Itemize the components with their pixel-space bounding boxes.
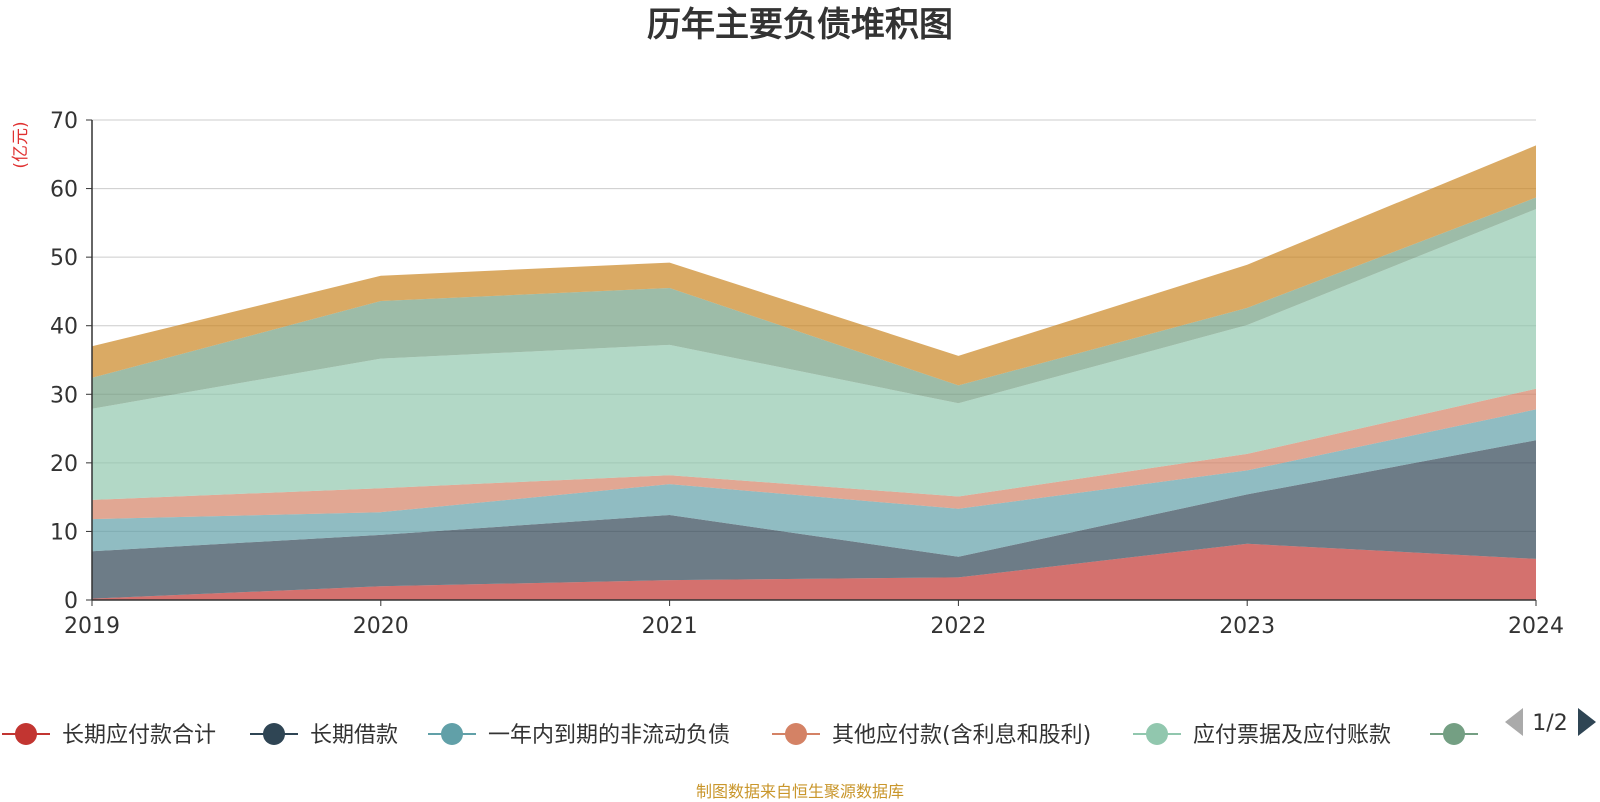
- legend-label: 其他应付款(含利息和股利): [832, 723, 1091, 748]
- y-tick-label: 20: [50, 452, 78, 477]
- y-tick-label: 70: [50, 109, 78, 134]
- y-tick-label: 0: [64, 589, 78, 614]
- area-series-3: [92, 409, 1536, 557]
- area-series-1: [92, 543, 1536, 600]
- area-series-5: [92, 209, 1536, 500]
- x-tick-label: 2023: [1219, 614, 1275, 639]
- legend-label: 应付票据及应付账款: [1193, 723, 1391, 748]
- area-series-6: [92, 197, 1536, 409]
- legend-item-2[interactable]: 长期借款: [250, 723, 398, 748]
- y-tick-label: 60: [50, 178, 78, 203]
- x-tick-label: 2022: [930, 614, 986, 639]
- data-source-footer: 制图数据来自恒生聚源数据库: [695, 782, 904, 801]
- legend-label: 长期借款: [310, 723, 398, 748]
- legend-pager: 1/2: [1505, 708, 1596, 736]
- legend-circle-marker: [263, 723, 285, 745]
- legend-label: 长期应付款合计: [62, 723, 216, 748]
- legend-circle-marker: [1146, 723, 1168, 745]
- legend-item-6[interactable]: [1430, 723, 1478, 745]
- axes: [91, 120, 1536, 601]
- y-axis-unit: (亿元): [11, 121, 31, 168]
- legend: 长期应付款合计 长期借款 一年内到期的非流动负债 其他应付款(含利息和股利) 应付票据及…: [2, 723, 1478, 748]
- y-axis-labels: 0 10 20 30 40 50 60 70: [50, 109, 78, 614]
- legend-circle-marker: [1443, 723, 1465, 745]
- x-tick-label: 2020: [353, 614, 409, 639]
- legend-item-5[interactable]: 应付票据及应付账款: [1133, 723, 1391, 748]
- legend-prev-icon[interactable]: [1505, 708, 1523, 736]
- legend-item-1[interactable]: 长期应付款合计: [2, 723, 216, 748]
- legend-circle-marker: [785, 723, 807, 745]
- x-tick-label: 2019: [64, 614, 120, 639]
- y-tick-label: 40: [50, 315, 78, 340]
- area-series: [92, 145, 1536, 600]
- area-series-2: [92, 440, 1536, 599]
- legend-label: 一年内到期的非流动负债: [488, 723, 730, 748]
- legend-circle-marker: [441, 723, 463, 745]
- legend-item-3[interactable]: 一年内到期的非流动负债: [428, 723, 730, 748]
- y-tick-label: 30: [50, 383, 78, 408]
- x-axis-labels: 2019 2020 2021 2022 2023 2024: [64, 600, 1564, 639]
- area-series-4: [92, 388, 1536, 520]
- x-tick-label: 2021: [642, 614, 698, 639]
- y-tick-label: 50: [50, 246, 78, 271]
- legend-next-icon[interactable]: [1578, 708, 1596, 736]
- legend-item-4[interactable]: 其他应付款(含利息和股利): [772, 723, 1091, 748]
- y-tick-label: 10: [50, 520, 78, 545]
- legend-page-label: 1/2: [1532, 711, 1567, 736]
- x-tick-label: 2024: [1508, 614, 1564, 639]
- legend-circle-marker: [15, 723, 37, 745]
- area-series-7: [92, 145, 1536, 386]
- chart-title: 历年主要负债堆积图: [647, 5, 953, 45]
